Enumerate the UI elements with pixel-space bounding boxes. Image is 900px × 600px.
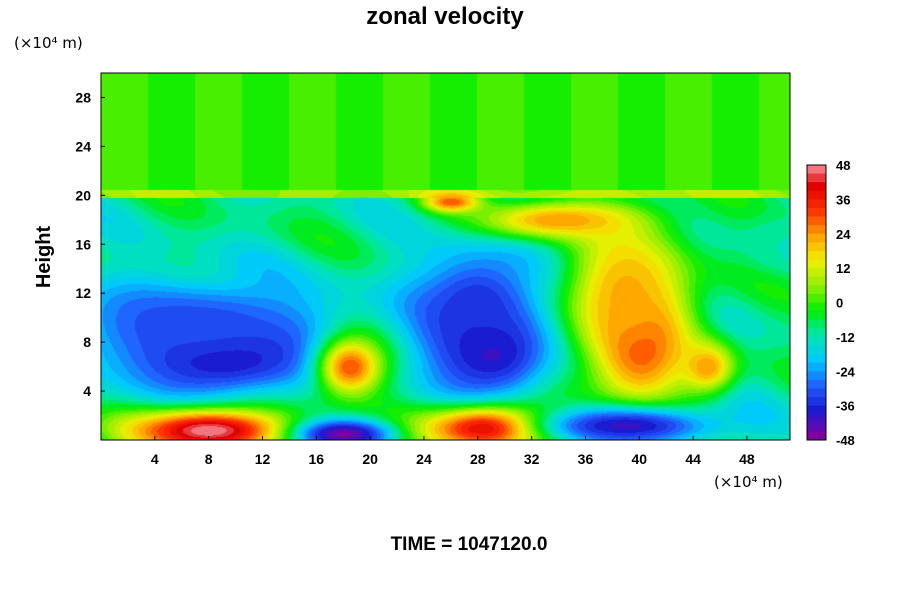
colorbar-cell xyxy=(807,293,826,303)
colorbar-tick-label: 0 xyxy=(836,296,843,311)
x-tick-label: 8 xyxy=(205,451,213,467)
y-tick-label: 24 xyxy=(75,138,91,154)
colorbar-cell xyxy=(807,345,826,355)
time-label: TIME = 1047120.0 xyxy=(391,534,548,555)
chart-title: zonal velocity xyxy=(366,3,524,30)
colorbar-cell xyxy=(807,182,826,192)
colorbar-cell xyxy=(807,379,826,389)
colorbar-cell xyxy=(807,319,826,329)
y-axis-ticks: 4 8 12 16 20 24 28 xyxy=(75,89,105,399)
colorbar-tick-label: 48 xyxy=(836,158,850,173)
heatmap-field xyxy=(101,73,790,440)
x-tick-label: 32 xyxy=(524,451,540,467)
x-tick-label: 28 xyxy=(470,451,486,467)
colorbar-tick-label: -12 xyxy=(836,330,855,345)
y-axis-label: Height xyxy=(33,226,55,289)
x-tick-label: 48 xyxy=(739,451,755,467)
colorbar-cell xyxy=(807,328,826,338)
x-tick-label: 44 xyxy=(685,451,701,467)
colorbar-tick-label: -36 xyxy=(836,399,855,414)
x-tick-label: 36 xyxy=(578,451,594,467)
x-tick-label: 20 xyxy=(362,451,378,467)
colorbar-cell xyxy=(807,233,826,243)
colorbar-cell xyxy=(807,199,826,209)
colorbar-cell xyxy=(807,190,826,200)
colorbar-tick-label: -48 xyxy=(836,433,855,448)
x-tick-label: 16 xyxy=(309,451,325,467)
y-tick-label: 28 xyxy=(75,89,91,105)
x-axis-ticks: 4 8 12 16 20 24 28 32 36 40 44 48 xyxy=(151,436,755,467)
y-tick-label: 8 xyxy=(83,334,91,350)
colorbar-cell xyxy=(807,225,826,235)
colorbar-cell xyxy=(807,362,826,372)
x-tick-label: 40 xyxy=(631,451,647,467)
x-tick-label: 12 xyxy=(255,451,271,467)
colorbar-cell xyxy=(807,336,826,346)
x-tick-label: 24 xyxy=(416,451,432,467)
colorbar-cell xyxy=(807,259,826,269)
colorbar-cell xyxy=(807,250,826,261)
y-axis-unit: (×10⁴ m) xyxy=(14,34,83,52)
colorbar-cell xyxy=(807,354,826,364)
colorbar-cell xyxy=(807,165,826,175)
colorbar-cell xyxy=(807,388,826,398)
x-tick-label: 4 xyxy=(151,451,159,467)
colorbar-cell xyxy=(807,207,826,218)
colorbar-frame xyxy=(806,164,827,441)
colorbar-cell xyxy=(807,173,826,183)
colorbar-cell xyxy=(807,216,826,226)
colorbar-tick-label: 36 xyxy=(836,192,850,207)
colorbar-cell xyxy=(807,414,826,424)
plot-frame xyxy=(100,72,791,441)
colorbar-cell xyxy=(807,422,826,432)
colorbar-cell xyxy=(807,302,826,312)
colorbar-tick-label: 24 xyxy=(836,227,851,242)
y-tick-label: 12 xyxy=(75,285,91,301)
colorbar: 48 36 24 12 0 -12 -24 -36 -48 xyxy=(806,158,856,448)
plot-area xyxy=(100,72,791,441)
colorbar-cell xyxy=(807,285,826,295)
colorbar-tick-label: -24 xyxy=(836,364,856,379)
y-tick-label: 20 xyxy=(75,187,91,203)
y-tick-label: 4 xyxy=(83,383,91,399)
colorbar-cell xyxy=(807,276,826,286)
colorbar-cell xyxy=(807,268,826,278)
colorbar-cell xyxy=(807,371,826,381)
colorbar-tick-label: 12 xyxy=(836,261,850,276)
colorbar-cell xyxy=(807,242,826,252)
x-axis-unit: (×10⁴ m) xyxy=(714,473,783,491)
colorbar-cell xyxy=(807,397,826,407)
y-tick-label: 16 xyxy=(75,236,91,252)
colorbar-cell xyxy=(807,431,826,441)
colorbar-cell xyxy=(807,311,826,321)
colorbar-cell xyxy=(807,405,826,415)
